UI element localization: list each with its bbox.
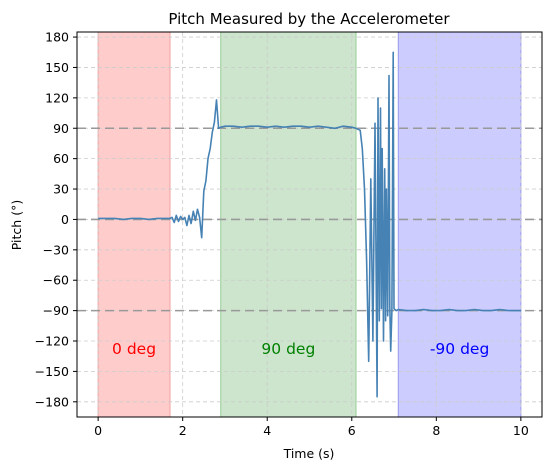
x-tick-label-5: 10 xyxy=(513,423,529,438)
x-tick-label-0: 0 xyxy=(94,423,102,438)
region-label-1: 90 deg xyxy=(261,340,315,358)
y-axis-title: Pitch (°) xyxy=(9,200,24,250)
y-tick-label-1: 150 xyxy=(45,60,69,75)
x-tick-label-4: 8 xyxy=(432,423,440,438)
region-band-2 xyxy=(397,31,522,418)
chart-title: Pitch Measured by the Accelerometer xyxy=(168,10,450,28)
x-tick-label-3: 6 xyxy=(348,423,356,438)
y-tick-label-6: 0 xyxy=(61,212,69,227)
y-tick-label-0: 180 xyxy=(45,30,69,45)
series-line-0 xyxy=(98,51,521,398)
y-tick-label-2: 120 xyxy=(45,90,69,105)
shaded-regions xyxy=(97,31,522,418)
region-labels: 0 deg 90 deg -90 deg xyxy=(112,340,489,358)
x-tick-label-2: 4 xyxy=(263,423,271,438)
y-tick-label-8: −60 xyxy=(43,273,69,288)
region-band-1 xyxy=(220,31,357,418)
y-tick-label-10: −120 xyxy=(35,334,69,349)
y-tick-label-5: 30 xyxy=(53,182,69,197)
x-axis-ticks: 0 2 4 6 8 10 xyxy=(94,417,529,438)
y-tick-label-12: −180 xyxy=(35,394,69,409)
region-label-2: -90 deg xyxy=(430,340,489,358)
y-tick-label-4: 60 xyxy=(53,151,69,166)
y-tick-label-3: 90 xyxy=(53,121,69,136)
region-band-0 xyxy=(97,31,171,418)
x-tick-label-1: 2 xyxy=(179,423,187,438)
plot-frame xyxy=(76,31,543,418)
x-axis-title: Time (s) xyxy=(283,446,335,461)
y-axis-ticks: 180 150 120 90 60 30 0 −30 −60 −90 −120 −150 −180 xyxy=(35,30,77,409)
y-tick-label-11: −150 xyxy=(35,364,69,379)
y-tick-label-7: −30 xyxy=(43,242,69,257)
y-tick-label-9: −90 xyxy=(43,303,69,318)
region-label-0: 0 deg xyxy=(112,340,156,358)
series-lines xyxy=(98,51,521,398)
